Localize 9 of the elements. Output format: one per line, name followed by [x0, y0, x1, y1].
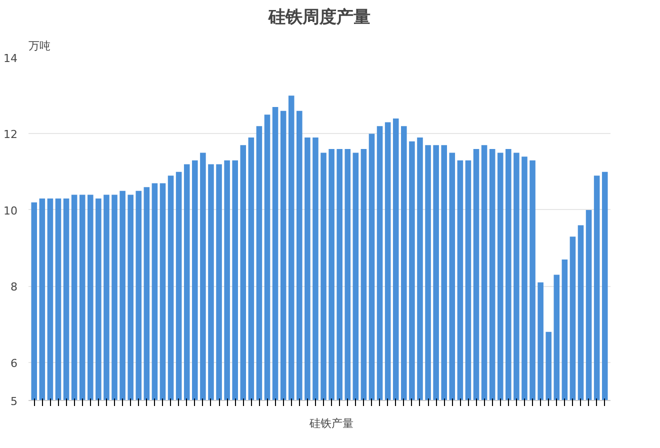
y-tick-label: 6	[10, 356, 18, 370]
y-tick-label: 10	[4, 204, 18, 218]
y-tick-label: 12	[4, 128, 18, 142]
y-axis-title: 万吨	[28, 40, 50, 52]
y-tick-label: 8	[10, 280, 18, 294]
y-tick-label: 14	[4, 52, 18, 65]
chart-title: 硅铁周度产量	[268, 8, 370, 28]
y-tick-label: 5	[10, 395, 18, 408]
series-label: 硅铁产量	[310, 416, 354, 430]
